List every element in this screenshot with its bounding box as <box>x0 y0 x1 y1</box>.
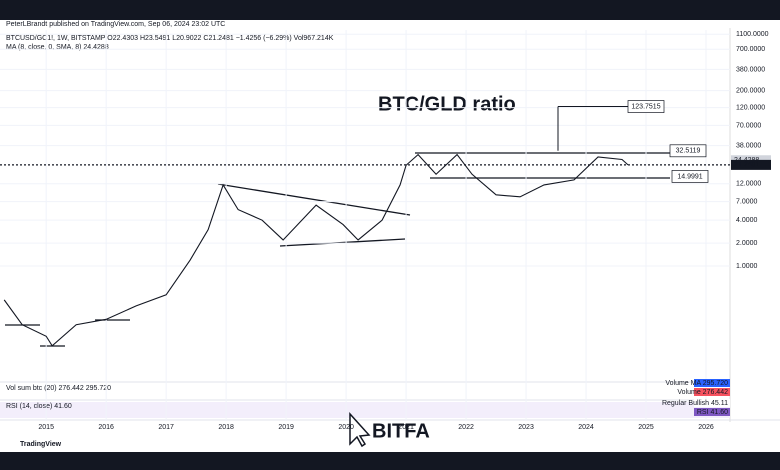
last-price-box <box>731 159 771 170</box>
trendlines <box>5 152 670 347</box>
annotation-box <box>669 144 707 158</box>
x-tick-label: 2019 <box>278 424 294 431</box>
volume-label: Vol sum btc (20) 276.442 295.720 <box>6 385 111 392</box>
watermark: BITFA <box>372 420 430 442</box>
y-tick-label: 200.0000 <box>736 88 765 95</box>
pane-label-box <box>694 379 730 387</box>
annotation-box <box>671 170 709 183</box>
last-price-label: 21.2481 <box>734 162 759 169</box>
y-tick-label: 70.0000 <box>736 122 761 129</box>
x-tick-label: 2015 <box>38 424 54 431</box>
y-tick-label: 2.0000 <box>736 240 758 247</box>
annotation-label: 14.9991 <box>677 173 702 180</box>
y-tick-label: 120.0000 <box>736 104 765 111</box>
rsi-label: RSI (14, close) 41.60 <box>6 403 72 410</box>
pane-label: RSI 41.60 <box>697 409 728 416</box>
bottom-bar <box>0 452 780 470</box>
pane-label: Volume MA 295.720 <box>665 380 728 387</box>
y-tick-label: 7.0000 <box>736 198 758 205</box>
x-tick-label: 2024 <box>578 424 594 431</box>
annotation-box <box>627 100 665 113</box>
y-tick-label: 700.0000 <box>736 46 765 53</box>
annotation-label: 32.5119 <box>676 148 701 155</box>
x-tick-label: 2025 <box>638 424 654 431</box>
symbol-line: BTCUSD/GC1!, 1W, BITSTAMP O22.4303 H23.5… <box>6 35 334 42</box>
pane-label-box <box>694 388 730 396</box>
x-tick-label: 2020 <box>338 424 354 431</box>
x-tick-label: 2018 <box>218 424 234 431</box>
y-tick-label: 380.0000 <box>736 66 765 73</box>
y-tick-label: 1100.0000 <box>736 31 769 38</box>
pane-label-box <box>694 399 730 407</box>
x-tick-label: 2016 <box>98 424 114 431</box>
y-tick-label: 38.0000 <box>736 142 761 149</box>
price-line <box>3 153 629 347</box>
x-tick-label: 2017 <box>158 424 174 431</box>
header: PeterLBrandt published on TradingView.co… <box>6 21 225 28</box>
x-tick-label: 2026 <box>698 424 714 431</box>
logo-cursor <box>349 412 371 448</box>
chart-title: BTC/GLD ratio <box>378 93 516 115</box>
ma-line: MA (8, close, 0, SMA, 8) 24.4288 <box>6 44 109 51</box>
top-bar <box>0 0 780 20</box>
annotation-label: 123.7515 <box>631 103 660 110</box>
y-tick-label: 1.0000 <box>736 263 758 270</box>
pane-label: Volume 276.442 <box>677 389 728 396</box>
x-tick-label: 2023 <box>518 424 534 431</box>
y-tick-label: 12.0000 <box>736 181 761 188</box>
footer: TradingView <box>20 441 62 448</box>
y-tick-label: 4.0000 <box>736 217 758 224</box>
pane-label-box <box>694 408 730 416</box>
pane-label: Regular Bullish 45.11 <box>662 400 728 407</box>
rsi-band <box>0 402 730 418</box>
x-tick-label: 2022 <box>458 424 474 431</box>
x-tick-label: 2021 <box>398 424 414 431</box>
